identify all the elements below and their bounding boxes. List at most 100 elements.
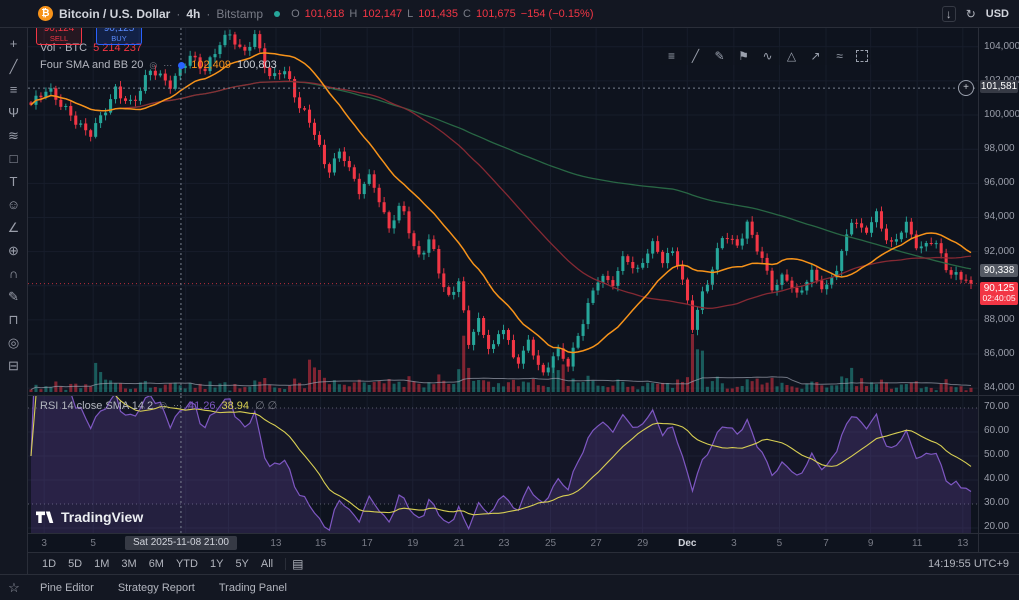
shapes-icon[interactable]: □ [9, 151, 18, 166]
bottom-interval-bar: 1D 5D 1M 3M 6M YTD 1Y 5Y All ▤ 14:19:55 UTC+9 [28, 552, 1019, 574]
time-label: 19 [407, 538, 419, 549]
market-status-icon [274, 10, 281, 17]
time-label: 15 [315, 538, 327, 549]
favorites-star-icon[interactable]: ☆ [8, 579, 20, 595]
indicator-dot-icon [178, 61, 186, 69]
range-button-1m[interactable]: 1M [94, 557, 110, 570]
snapshot-icon[interactable]: ↓ [941, 5, 956, 22]
more-icon[interactable]: ⋯ [172, 400, 182, 410]
pattern-icon[interactable]: △ [786, 49, 797, 63]
rsi-legend-title: RSI 14 close SMA 14 2 [40, 399, 154, 412]
time-label: 5 [90, 538, 96, 549]
more-icon[interactable]: ⋯ [163, 59, 173, 70]
rsi-scale-label: 20.00 [984, 521, 1010, 532]
lock-icon[interactable]: ⊓ [8, 311, 19, 327]
draw-icon[interactable]: ✎ [8, 288, 19, 304]
crosshair-price-tag: 101,581 [980, 80, 1018, 94]
crosshair-icon[interactable]: + [9, 36, 18, 51]
rsi-legend[interactable]: RSI 14 close SMA 14 2 ◎ ⋯ 41.26 38.94 ∅ … [40, 399, 277, 413]
tradingview-logo[interactable]: TradingView [36, 509, 143, 525]
range-button-6m[interactable]: 6M [148, 557, 164, 570]
sell-price: 90,124 [43, 23, 75, 34]
time-label: 13 [957, 538, 969, 549]
list-icon[interactable]: ≡ [667, 49, 675, 63]
footer-tab-trading-panel[interactable]: Trading Panel [218, 581, 287, 594]
price-label: 88,000 [984, 313, 1015, 325]
price-scale[interactable]: 104,000102,000100,00098,00096,00094,0009… [978, 28, 1019, 533]
range-button-ytd[interactable]: YTD [175, 557, 198, 570]
bitcoin-logo-icon: ₿ [38, 6, 53, 21]
visibility-icon[interactable]: ◎ [149, 59, 158, 70]
zoom-icon[interactable]: ⊕ [8, 242, 19, 258]
price-label: 84,000 [984, 382, 1015, 394]
footer-tab-strategy-report[interactable]: Strategy Report [117, 581, 195, 594]
visibility-icon[interactable]: ◎ [159, 400, 167, 410]
fib-retracement-icon[interactable]: ≡ [9, 82, 18, 97]
symbol-name[interactable]: Bitcoin / U.S. Dollar [59, 6, 171, 21]
time-label: 5 [776, 538, 783, 549]
add-alert-plus-icon[interactable]: + [958, 80, 974, 97]
tradingview-mark-icon [36, 511, 54, 523]
range-button-1d[interactable]: 1D [42, 557, 57, 570]
refresh-icon[interactable]: ↻ [965, 6, 976, 21]
text-icon[interactable]: T [9, 174, 18, 189]
clock[interactable]: 14:19:55 UTC+9 [927, 557, 1009, 570]
magnet-icon[interactable]: ∩ [8, 266, 19, 281]
time-label: 3 [731, 538, 737, 549]
close-label: C [463, 7, 471, 20]
sma-legend-title: Four SMA and BB 20 [40, 59, 144, 71]
main-chart[interactable] [28, 28, 978, 395]
crosshair-date-tag: Sat 2025-11-08 21:00 [124, 536, 237, 550]
pitchfork-icon[interactable]: Ψ [8, 105, 19, 120]
brush-icon[interactable]: ≋ [8, 127, 19, 143]
stats-icon[interactable]: ≈ [836, 49, 843, 63]
flag-icon[interactable]: ⚑ [738, 49, 749, 63]
price-label: 86,000 [984, 348, 1015, 360]
arrow-icon[interactable]: ↗ [810, 49, 821, 63]
close-value: 101,675 [475, 7, 516, 20]
rsi-ma-value: 38.94 [221, 399, 250, 412]
range-button-5d[interactable]: 5D [68, 557, 83, 570]
range-button-5y[interactable]: 5Y [235, 557, 249, 570]
currency-button[interactable]: USD [985, 7, 1009, 20]
sma-legend[interactable]: Four SMA and BB 20 ◎ ⋯ 102,409 100,803 [40, 59, 277, 71]
range-button-3m[interactable]: 3M [121, 557, 137, 570]
emoji-icon[interactable]: ☺ [6, 197, 21, 212]
measure-icon[interactable]: ∠ [7, 219, 20, 235]
divider [285, 557, 287, 570]
exchange-name: Bitstamp [216, 6, 264, 21]
rsi-pane[interactable] [28, 395, 978, 533]
tradingview-logo-text: TradingView [61, 509, 144, 525]
trendline-icon[interactable]: ╱ [9, 58, 18, 74]
separator: · [206, 6, 211, 21]
ohlc-legend: O 101,618 H 102,147 L 101,435 C 101,675 … [291, 8, 593, 20]
time-label: 9 [867, 538, 874, 549]
low-value: 101,435 [418, 7, 458, 20]
sell-label: SELL [49, 33, 69, 43]
pane-divider[interactable] [979, 395, 1019, 396]
price-label: 100,000 [984, 109, 1019, 121]
time-label: 23 [498, 538, 510, 549]
time-axis[interactable]: 3511131517192123252729Dec35791113Sat 202… [28, 533, 978, 552]
footer-bar: ☆ Pine Editor Strategy Report Trading Pane… [0, 574, 1019, 600]
selection-icon[interactable] [856, 50, 868, 62]
sma-value-2: 100,803 [236, 59, 277, 71]
range-button-1y[interactable]: 1Y [209, 557, 224, 570]
sma-value-1: 102,409 [191, 59, 231, 71]
footer-tab-pine-editor[interactable]: Pine Editor [40, 581, 94, 594]
rsi-chart[interactable] [28, 396, 978, 533]
trend-icon[interactable]: ╱ [691, 49, 700, 63]
pen-icon[interactable]: ✎ [714, 49, 725, 63]
change-value: −154 (−0.15%) [520, 7, 594, 20]
interval-button[interactable]: 4h [186, 6, 201, 21]
delete-icon[interactable]: ⊟ [8, 357, 19, 373]
hide-icon[interactable]: ◎ [7, 334, 20, 350]
go-to-date-icon[interactable]: ▤ [292, 556, 304, 571]
main-chart-pane[interactable] [28, 28, 978, 395]
rsi-scale-label: 50.00 [984, 449, 1010, 460]
left-toolbar: + ╱ ≡ Ψ ≋ □ T ☺ ∠ ⊕ ∩ ✎ ⊓ ◎ ⊟ [0, 28, 28, 574]
range-button-all[interactable]: All [260, 557, 274, 570]
wave-icon[interactable]: ∿ [762, 49, 773, 63]
buy-label: BUY [111, 33, 127, 43]
